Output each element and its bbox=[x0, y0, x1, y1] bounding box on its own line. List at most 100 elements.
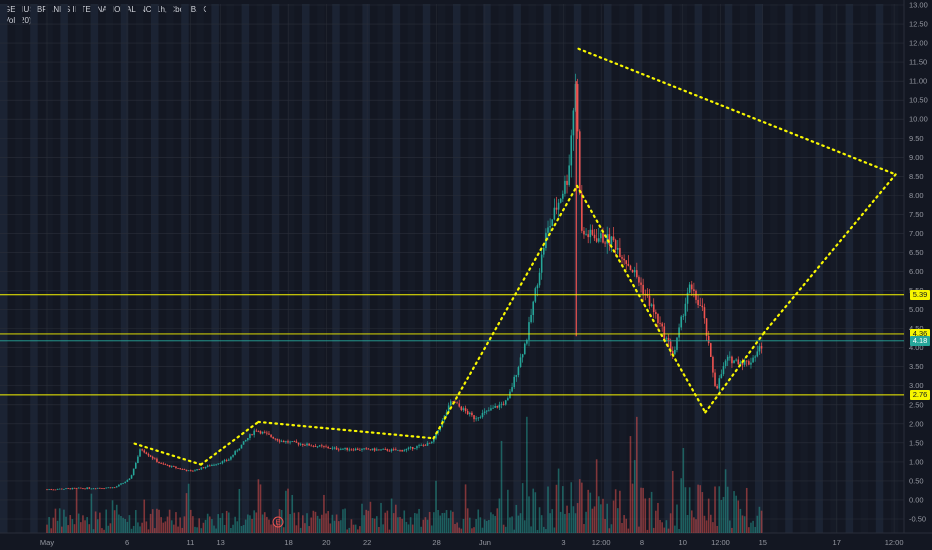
candle-body bbox=[194, 470, 196, 472]
volume-bar bbox=[414, 513, 416, 533]
y-tick-label: 3.00 bbox=[909, 381, 924, 390]
candle-body bbox=[249, 434, 251, 439]
candle-body bbox=[758, 346, 761, 352]
candle-body bbox=[564, 180, 566, 194]
candle-body bbox=[585, 234, 587, 236]
candle-body bbox=[308, 443, 310, 446]
candle-body bbox=[576, 84, 579, 132]
session-band bbox=[196, 4, 204, 533]
candle-body bbox=[701, 305, 704, 308]
volume-bar bbox=[154, 528, 156, 533]
volume-bar bbox=[422, 519, 425, 533]
candle-body bbox=[547, 227, 549, 233]
volume-bar bbox=[724, 469, 727, 533]
candle-body bbox=[101, 488, 103, 489]
candle-body bbox=[344, 447, 346, 449]
volume-bar bbox=[418, 508, 420, 533]
y-tick-label: 5.00 bbox=[909, 305, 924, 314]
candle-body bbox=[481, 412, 484, 418]
volume-bar bbox=[473, 527, 475, 533]
volume-bar bbox=[77, 513, 80, 533]
candle-body bbox=[282, 441, 285, 443]
candle-body bbox=[549, 226, 551, 228]
volume-bar bbox=[342, 509, 344, 533]
candle-body bbox=[562, 193, 564, 199]
volume-bar bbox=[196, 527, 198, 533]
volume-bar bbox=[217, 514, 220, 533]
session-band bbox=[649, 4, 657, 533]
candle-body bbox=[726, 356, 729, 361]
volume-bar bbox=[242, 525, 245, 533]
session-band bbox=[332, 4, 340, 533]
session-band bbox=[498, 4, 506, 533]
session-band bbox=[528, 4, 536, 533]
candle-body bbox=[90, 488, 93, 490]
volume-bar bbox=[103, 529, 105, 533]
volume-bar bbox=[331, 514, 334, 533]
y-tick-label: 10.00 bbox=[909, 115, 928, 124]
candle-body bbox=[403, 450, 406, 452]
volume-bar bbox=[314, 511, 317, 533]
candle-body bbox=[418, 445, 420, 447]
volume-bar bbox=[401, 518, 403, 533]
candle-body bbox=[356, 448, 359, 450]
volume-bar bbox=[443, 512, 446, 533]
candle-body bbox=[390, 449, 393, 452]
candle-body bbox=[183, 469, 186, 471]
candle-body bbox=[181, 469, 184, 470]
x-tick-label: 28 bbox=[432, 538, 440, 547]
session-band bbox=[15, 4, 23, 533]
volume-bar bbox=[621, 522, 623, 533]
candle-body bbox=[202, 467, 205, 469]
candle-body bbox=[219, 463, 222, 465]
volume-bar bbox=[145, 521, 148, 533]
candle-body bbox=[48, 489, 50, 491]
volume-bar bbox=[752, 520, 754, 533]
candle-body bbox=[515, 375, 518, 377]
volume-bar bbox=[562, 486, 564, 533]
session-band bbox=[241, 4, 250, 533]
candle-body bbox=[321, 445, 323, 447]
candle-body bbox=[593, 234, 596, 239]
volume-bar bbox=[631, 483, 634, 533]
volume-bar bbox=[714, 486, 716, 533]
y-tick-label: 1.50 bbox=[909, 438, 924, 447]
candle-body bbox=[206, 465, 209, 467]
candle-body bbox=[327, 446, 329, 449]
volume-bar bbox=[137, 522, 139, 533]
candle-body bbox=[323, 446, 325, 447]
candle-body bbox=[411, 446, 414, 449]
session-band bbox=[271, 4, 280, 533]
volume-bar bbox=[175, 512, 177, 533]
candle-body bbox=[494, 405, 496, 408]
volume-bar bbox=[674, 525, 676, 533]
candle-body bbox=[693, 289, 695, 291]
candle-body bbox=[204, 466, 207, 469]
pattern-trendline bbox=[432, 184, 579, 440]
candle-body bbox=[464, 408, 467, 412]
candle-body bbox=[223, 460, 226, 462]
candle-body bbox=[166, 464, 169, 466]
candle-body bbox=[139, 449, 141, 457]
candle-body bbox=[124, 481, 127, 483]
volume-bar bbox=[134, 510, 137, 533]
y-tick-label: 7.00 bbox=[909, 229, 924, 238]
x-tick-label: 17 bbox=[833, 538, 841, 547]
candle-body bbox=[519, 357, 522, 368]
volume-bar bbox=[523, 520, 526, 533]
candle-body bbox=[50, 489, 53, 491]
volume-bar bbox=[359, 526, 361, 533]
volume-bar bbox=[369, 501, 372, 533]
volume-bar bbox=[697, 484, 699, 533]
volume-bar bbox=[52, 517, 55, 533]
candle-body bbox=[589, 229, 592, 238]
x-tick-label: 20 bbox=[322, 538, 330, 547]
candle-body bbox=[703, 307, 706, 319]
volume-bar bbox=[604, 518, 606, 533]
candle-body bbox=[507, 398, 509, 401]
candle-body bbox=[192, 470, 194, 472]
volume-bar bbox=[549, 513, 551, 533]
candle-body bbox=[536, 285, 539, 289]
volume-bar bbox=[335, 514, 338, 533]
